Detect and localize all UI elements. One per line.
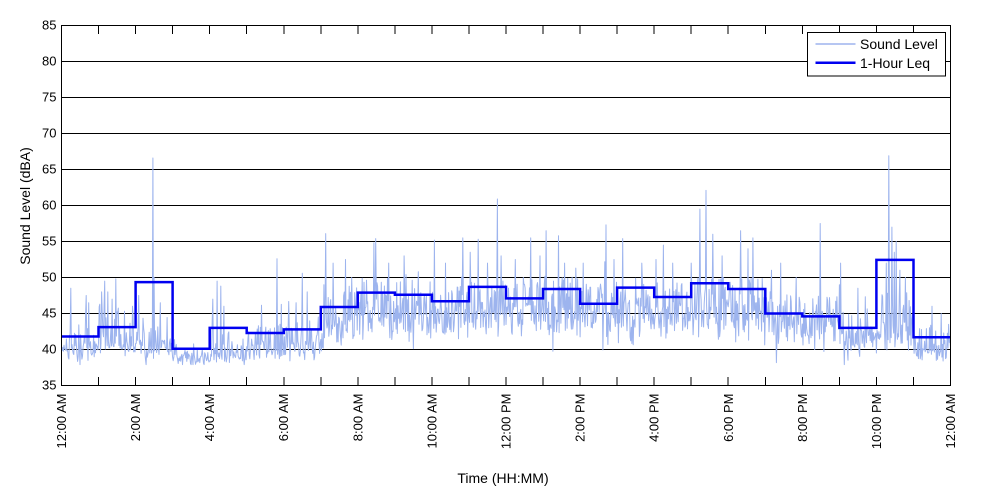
svg-text:55: 55 (42, 234, 56, 249)
svg-text:75: 75 (42, 90, 56, 105)
svg-text:12:00 AM: 12:00 AM (54, 394, 69, 449)
svg-text:Sound Level (dBA): Sound Level (dBA) (17, 147, 33, 265)
svg-text:70: 70 (42, 126, 56, 141)
svg-text:50: 50 (42, 270, 56, 285)
svg-text:2:00 PM: 2:00 PM (573, 394, 588, 442)
svg-text:12:00 PM: 12:00 PM (499, 394, 514, 450)
svg-text:Time (HH:MM): Time (HH:MM) (457, 470, 548, 486)
svg-text:1-Hour Leq: 1-Hour Leq (860, 55, 930, 71)
svg-text:8:00 AM: 8:00 AM (350, 394, 365, 442)
svg-text:Sound Level: Sound Level (860, 36, 938, 52)
svg-text:85: 85 (42, 18, 56, 33)
svg-text:4:00 PM: 4:00 PM (647, 394, 662, 442)
svg-text:35: 35 (42, 378, 56, 393)
svg-text:6:00 PM: 6:00 PM (721, 394, 736, 442)
svg-text:45: 45 (42, 306, 56, 321)
svg-text:60: 60 (42, 198, 56, 213)
svg-text:4:00 AM: 4:00 AM (202, 394, 217, 442)
svg-text:10:00 AM: 10:00 AM (424, 394, 439, 449)
svg-text:80: 80 (42, 54, 56, 69)
svg-text:40: 40 (42, 342, 56, 357)
svg-text:8:00 PM: 8:00 PM (795, 394, 810, 442)
svg-text:2:00 AM: 2:00 AM (128, 394, 143, 442)
svg-text:6:00 AM: 6:00 AM (276, 394, 291, 442)
svg-text:12:00 AM: 12:00 AM (943, 394, 958, 449)
svg-text:65: 65 (42, 162, 56, 177)
svg-text:10:00 PM: 10:00 PM (869, 394, 884, 450)
